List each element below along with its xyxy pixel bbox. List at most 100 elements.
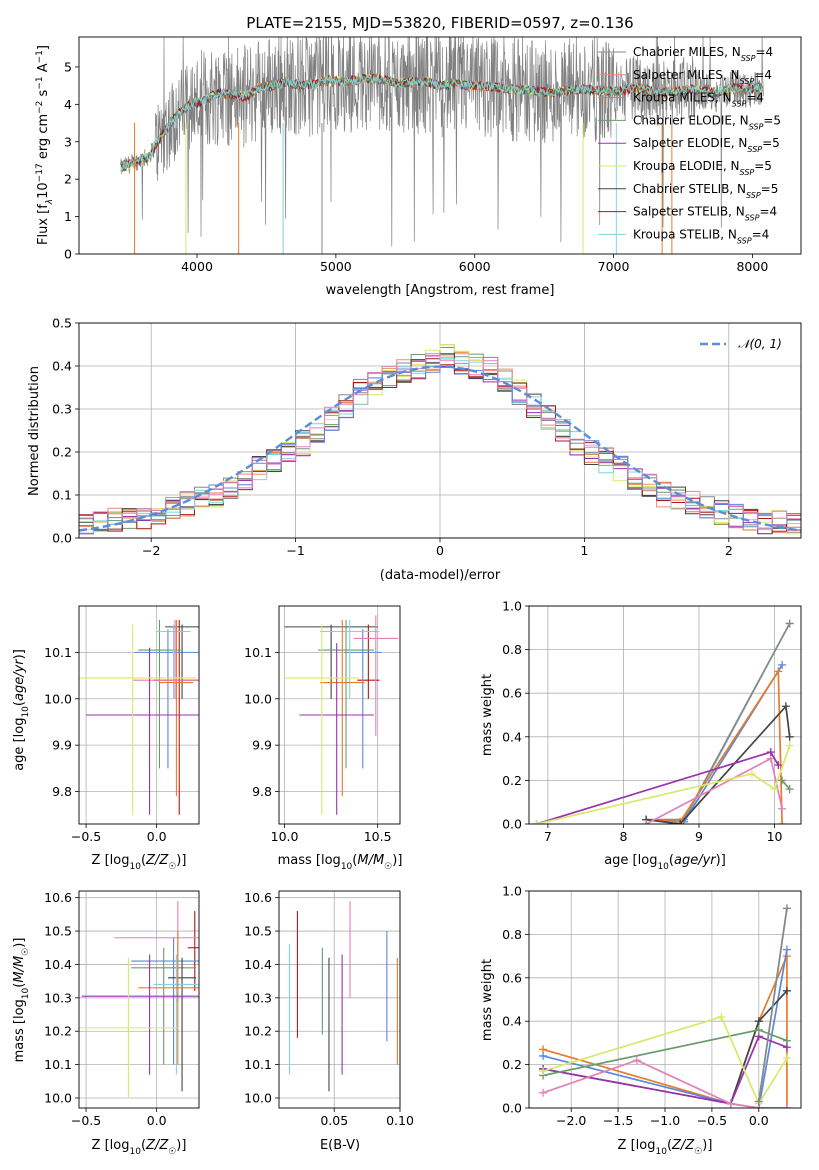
legend-entry: Kroupa ELODIE, NSSP=5 bbox=[633, 159, 772, 177]
axes-weight_vs_age: 7 8 9 10 0.0 0.2 0.4 0.6 0.8 1.0 bbox=[502, 599, 802, 844]
x-tick-label: 8 bbox=[619, 829, 627, 844]
x-tick-label: 0.0 bbox=[147, 829, 167, 844]
plot-area-age_vs_mass bbox=[284, 615, 399, 815]
x-tick-label: −0.5 bbox=[71, 829, 101, 844]
x-tick-label: 5000 bbox=[320, 259, 352, 274]
weight-series bbox=[542, 1015, 788, 1106]
weight-marker bbox=[785, 732, 794, 741]
weight-series bbox=[757, 908, 788, 1102]
observed-spectrum bbox=[120, 37, 764, 247]
x-tick-label: 0 bbox=[436, 543, 444, 558]
x-tick-label: 9 bbox=[695, 829, 703, 844]
weight-marker bbox=[782, 1104, 791, 1108]
errorbar-point bbox=[131, 947, 197, 1065]
weight-marker bbox=[781, 702, 790, 711]
y-tick-label: 10.0 bbox=[244, 1090, 272, 1105]
y-axis-label: mass weight bbox=[480, 674, 495, 756]
weight-marker bbox=[778, 776, 787, 785]
y-tick-label: 10.2 bbox=[44, 1024, 72, 1039]
weight-series bbox=[536, 751, 780, 824]
errorbar-point bbox=[284, 624, 378, 699]
legend-entry: 𝒩(0, 1) bbox=[738, 337, 782, 351]
errorbar-point bbox=[165, 624, 199, 699]
x-tick-label: −2 bbox=[142, 543, 160, 558]
weight-marker bbox=[782, 1036, 791, 1045]
y-tick-label: 1.0 bbox=[502, 884, 522, 899]
errorbar-point bbox=[319, 619, 380, 699]
weight-marker bbox=[539, 1051, 548, 1060]
weight-marker bbox=[774, 761, 783, 770]
errorbar-point bbox=[284, 624, 360, 815]
weight-series bbox=[646, 668, 783, 824]
weight-marker bbox=[539, 1088, 548, 1097]
plot-area-weight_vs_Z bbox=[539, 904, 791, 1108]
weight-marker bbox=[747, 769, 756, 778]
y-tick-label: 10.5 bbox=[44, 924, 72, 939]
weight-marker bbox=[726, 1099, 735, 1108]
x-tick-label: 0.0 bbox=[147, 1113, 167, 1128]
axes-frame bbox=[278, 605, 401, 825]
axis-label: Z [log10(Z/Z☉)] bbox=[618, 1138, 713, 1157]
residual-histogram bbox=[79, 367, 801, 531]
axes-mass_vs_ebv: 0.05 0.10 10.0 10.1 10.2 10.3 10.4 10.5 10.6 bbox=[244, 890, 414, 1128]
residual-histogram bbox=[79, 358, 801, 534]
x-tick-label: −1.0 bbox=[650, 1113, 680, 1128]
weight-marker bbox=[676, 820, 685, 824]
y-tick-label: 9.8 bbox=[252, 784, 272, 799]
normal-curve bbox=[79, 365, 801, 532]
y-tick-label: 0.6 bbox=[502, 970, 522, 985]
y-tick-label: 0.1 bbox=[52, 488, 72, 503]
y-tick-label: 0.4 bbox=[502, 1014, 522, 1029]
y-tick-label: 0.6 bbox=[502, 686, 522, 701]
residual-histogram bbox=[79, 344, 801, 535]
weight-marker bbox=[782, 945, 791, 954]
errorbar-point bbox=[319, 619, 365, 797]
y-tick-label: 0.0 bbox=[52, 531, 72, 546]
y-tick-label: 10.0 bbox=[44, 1090, 72, 1105]
weight-marker bbox=[539, 1067, 548, 1076]
legend-entry: Kroupa STELIB, NSSP=4 bbox=[633, 227, 769, 245]
y-tick-label: 4 bbox=[64, 97, 72, 112]
legend-entry: Chabrier ELODIE, NSSP=5 bbox=[633, 113, 781, 130]
y-tick-label: 10.1 bbox=[244, 1057, 272, 1072]
y-tick-label: 1 bbox=[64, 209, 72, 224]
y-tick-label: 10.3 bbox=[44, 990, 72, 1005]
x-tick-label: 7000 bbox=[598, 259, 630, 274]
y-tick-label: 10.0 bbox=[244, 691, 272, 706]
axes-age_vs_Z: −0.5 0.0 9.8 9.9 10.0 10.1 bbox=[44, 605, 200, 844]
y-tick-label: 10.6 bbox=[244, 890, 272, 905]
x-axis-label: wavelength [Angstrom, rest frame] bbox=[326, 283, 555, 298]
plot-area-age_vs_Z bbox=[79, 619, 199, 815]
y-tick-label: 0 bbox=[64, 247, 72, 262]
weight-marker bbox=[632, 1056, 641, 1065]
y-tick-label: 0.2 bbox=[502, 1057, 522, 1072]
x-tick-label: −1 bbox=[286, 543, 304, 558]
y-tick-label: 3 bbox=[64, 134, 72, 149]
axes-frame bbox=[528, 890, 802, 1109]
model-spectrum bbox=[120, 73, 764, 172]
errorbar-point bbox=[86, 647, 199, 815]
axes-residuals: −2 −1 0 1 2 0.0 0.1 0.2 0.3 0.4 0.5 bbox=[52, 316, 802, 558]
y-tick-label: 0.2 bbox=[502, 773, 522, 788]
y-tick-label: 0.0 bbox=[502, 817, 522, 832]
y-tick-label: 0.5 bbox=[52, 316, 72, 331]
y-tick-label: 10.4 bbox=[44, 957, 72, 972]
errorbar-point bbox=[134, 629, 199, 769]
weight-marker bbox=[778, 820, 787, 824]
x-tick-label: 0.0 bbox=[749, 1113, 769, 1128]
x-axis-label: E(B-V) bbox=[320, 1138, 360, 1153]
weight-marker bbox=[782, 986, 791, 995]
y-tick-label: 0.3 bbox=[52, 402, 72, 417]
y-axis-label: Flux [fλ10−17 erg cm−2 s−1 A−1] bbox=[35, 45, 55, 245]
x-tick-label: −0.5 bbox=[71, 1113, 101, 1128]
plot-area-mass_vs_ebv bbox=[288, 901, 398, 1092]
weight-marker bbox=[717, 1012, 726, 1021]
y-tick-label: 10.3 bbox=[244, 990, 272, 1005]
x-tick-label: 7 bbox=[544, 829, 552, 844]
y-tick-label: 0.4 bbox=[52, 359, 72, 374]
y-tick-label: 10.0 bbox=[44, 691, 72, 706]
weight-marker bbox=[642, 820, 651, 824]
legend-entry: Salpeter MILES, NSSP=4 bbox=[633, 68, 772, 86]
errorbar-point bbox=[79, 957, 178, 1098]
